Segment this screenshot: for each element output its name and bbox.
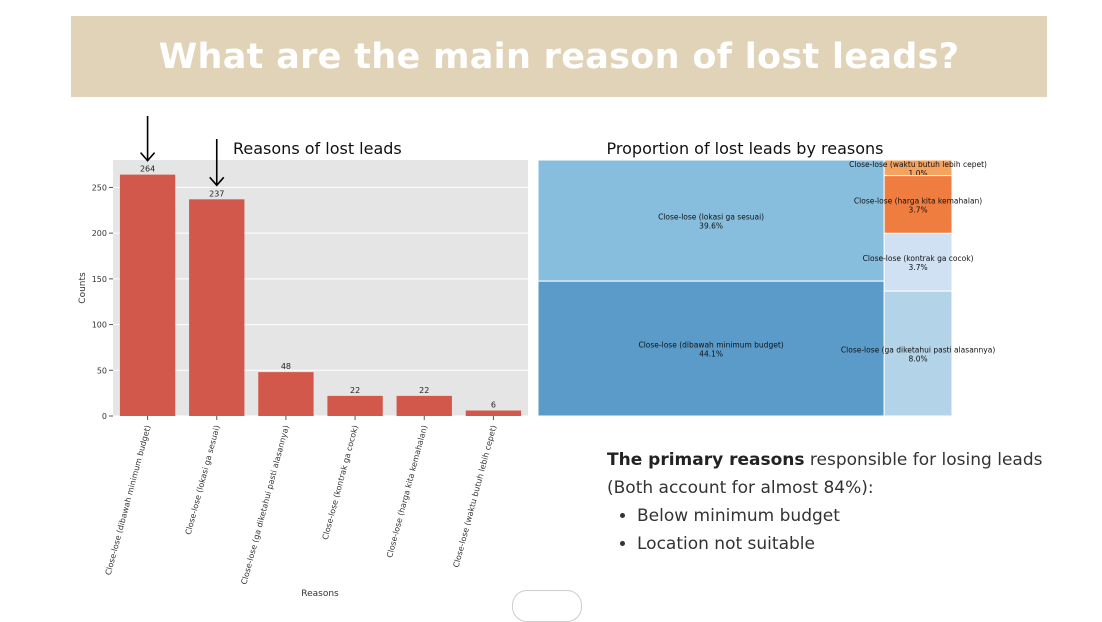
y-tick-label: 150 [92,275,107,284]
bar-value-label: 48 [281,362,291,371]
bar [396,395,452,416]
treemap-tile-label: Close-lose (harga kita kemahalan) [854,196,982,205]
treemap-tile-label: Close-lose (kontrak ga cocok) [863,254,974,263]
treemap-tile-pct: 1.0% [909,169,928,178]
summary-note: The primary reasons responsible for losi… [607,446,1077,558]
bar-value-label: 22 [350,386,360,395]
treemap-tile-label: Close-lose (lokasi ga sesuai) [658,213,764,222]
bar-value-label: 6 [491,401,496,410]
treemap-tile-pct: 39.6% [699,222,723,231]
summary-bullets: Below minimum budget Location not suitab… [607,502,1077,558]
bar [327,395,383,416]
summary-lead-rest: responsible for losing leads [804,450,1043,470]
title-banner: What are the main reason of lost leads? [71,16,1047,97]
page-title: What are the main reason of lost leads? [158,36,960,77]
treemap-chart: Close-lose (lokasi ga sesuai)39.6% Close-… [537,139,995,417]
y-tick-label: 100 [92,321,107,330]
treemap-tile-label: Close-lose (ga diketahui pasti alasannya… [841,346,995,355]
y-tick-label: 250 [92,183,107,192]
x-tick-label: Close-lose (lokasi ga sesuai) [184,424,222,536]
treemap-tile [883,290,953,417]
bar [258,372,314,416]
bar-chart-title: Reasons of lost leads [233,139,402,158]
y-tick-label: 50 [97,366,107,375]
treemap-tile-pct: 8.0% [909,355,928,364]
highlight-arrowhead [139,152,156,162]
y-tick-label: 0 [102,412,107,421]
treemap-tile [883,232,953,292]
bar-value-label: 264 [140,165,155,174]
x-tick-label: Close-lose (ga diketahui pasti alasannya… [240,424,291,585]
next-slide-button[interactable] [512,590,582,622]
treemap-tile [537,280,885,417]
bar [189,199,245,416]
plot-area [113,160,528,416]
treemap-tile-label: Close-lose (dibawah minimum budget) [638,341,783,350]
x-tick-label: Close-lose (harga kita kemahalan) [385,424,429,559]
y-axis-label: Counts [78,272,88,304]
treemap-tile-label: Close-lose (waktu butuh lebih cepet) [849,160,987,169]
x-tick-label: Close-lose (waktu butuh lebih cepet) [452,424,499,568]
treemap-tile [537,159,885,282]
highlight-arrowhead [209,176,225,187]
bar-value-label: 22 [419,386,429,395]
bar-chart: 0 50 100 150 200 250 264 Close-lose (dibawah mi… [78,116,528,599]
treemap-tile [883,175,953,234]
y-tick-label: 200 [92,229,107,238]
treemap-tile-pct: 3.7% [909,263,928,272]
treemap-tile-pct: 44.1% [699,350,723,359]
treemap-tile-pct: 3.7% [909,205,928,214]
x-tick-label: Close-lose (kontrak ga cocok) [321,424,360,541]
summary-sub: (Both account for almost 84%): [607,478,874,498]
bar-value-label: 237 [209,189,224,198]
x-tick-label: Close-lose (dibawah minimum budget) [104,424,153,576]
treemap-title: Proportion of lost leads by reasons [607,139,884,158]
summary-lead-bold: The primary reasons [607,450,805,470]
summary-bullet: Below minimum budget [637,502,1077,530]
x-axis-label: Reasons [301,589,339,599]
summary-bullet: Location not suitable [637,530,1077,558]
bar [119,174,176,416]
summary-lead: The primary reasons responsible for losi… [607,446,1077,474]
bar [465,410,522,416]
